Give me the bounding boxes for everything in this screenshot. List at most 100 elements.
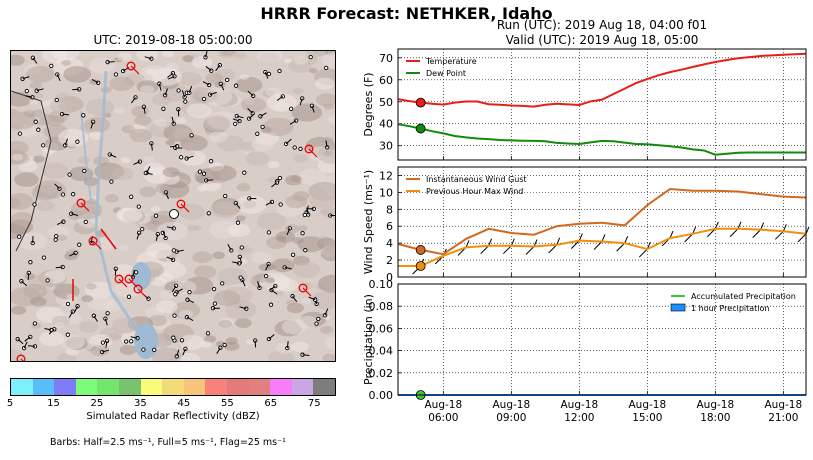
station-marker	[282, 265, 292, 270]
terrain-shading	[162, 51, 175, 58]
station-marker	[15, 337, 24, 345]
terrain-shading	[58, 128, 89, 147]
terrain-shading	[11, 305, 27, 315]
terrain-shading	[292, 237, 304, 245]
terrain-shading	[291, 341, 309, 352]
station-marker	[166, 256, 176, 262]
station-marker	[263, 69, 269, 79]
terrain-shading	[11, 111, 37, 130]
station-marker	[187, 290, 192, 295]
legend-label: Previous Hour Max Wind	[426, 187, 523, 196]
terrain-shading	[235, 195, 267, 214]
station-marker	[133, 159, 143, 165]
terrain-shading	[105, 194, 119, 203]
station-marker	[212, 301, 218, 306]
station-marker	[69, 211, 79, 216]
station-marker	[215, 63, 222, 72]
station-marker	[257, 281, 262, 291]
terrain-shading	[148, 314, 167, 327]
y-tick-label: 0.04	[369, 345, 394, 358]
station-marker	[277, 68, 282, 74]
colorbar-tick-label: 45	[177, 398, 191, 409]
station-marker	[162, 88, 168, 98]
terrain-shading	[301, 297, 312, 304]
terrain-shading	[218, 51, 238, 58]
station-marker	[136, 230, 142, 240]
wind-barb	[593, 234, 606, 250]
wind-barb	[570, 233, 583, 249]
station-marker	[201, 96, 207, 102]
station-marker	[32, 202, 37, 207]
terrain-shading	[29, 81, 42, 89]
terrain-shading	[36, 200, 55, 212]
station-marker	[83, 219, 88, 225]
y-tick-label: 12	[379, 169, 393, 182]
terrain-shading	[39, 331, 65, 347]
station-marker	[91, 78, 101, 85]
station-marker	[263, 273, 269, 279]
station-marker-highlight	[133, 284, 147, 298]
station-marker	[72, 87, 82, 92]
station-marker	[298, 146, 303, 152]
station-marker	[202, 81, 212, 88]
terrain-shading	[213, 290, 241, 307]
station-marker	[171, 283, 179, 293]
wind-barb	[774, 224, 787, 240]
station-marker	[17, 131, 23, 136]
station-marker	[161, 106, 166, 111]
station-marker	[67, 172, 72, 177]
colorbar-tick-label: 65	[264, 398, 278, 409]
terrain-shading	[235, 52, 247, 59]
station-marker	[75, 139, 80, 144]
y-axis-label: Precipitation (in)	[362, 294, 375, 385]
station-marker	[182, 346, 188, 356]
radar-map	[10, 50, 336, 362]
station-marker	[309, 103, 315, 113]
terrain-shading	[26, 65, 55, 83]
colorbar-tick-label: 5	[6, 398, 14, 409]
terrain-shading	[11, 193, 34, 210]
plot-frame	[397, 48, 807, 161]
station-marker	[225, 77, 230, 83]
station-marker	[32, 321, 38, 326]
y-tick-label: 70	[379, 52, 393, 65]
y-tick-label: 6	[386, 220, 393, 233]
terrain-shading	[178, 334, 205, 350]
x-tick-time: 21:00	[768, 412, 798, 424]
station-marker	[300, 231, 305, 236]
chart-panel-2: 0 2 4 6 8 10 12 Wind Speed (ms⁻¹) Instantaneous …	[362, 166, 810, 284]
run-title: Run (UTC): 2019 Aug 18, 04:00 f01 Valid …	[398, 18, 806, 48]
station-marker	[220, 281, 225, 286]
station-marker	[235, 220, 241, 225]
station-marker-highlight	[88, 236, 102, 250]
station-marker	[265, 261, 271, 271]
station-marker	[238, 275, 243, 280]
station-marker	[197, 169, 203, 174]
colorbar-label: Simulated Radar Reflectivity (dBZ)	[86, 411, 260, 422]
station-marker	[167, 71, 176, 78]
station-marker	[141, 104, 147, 114]
terrain-shading	[209, 131, 228, 143]
station-marker	[239, 306, 249, 311]
station-marker	[176, 107, 181, 117]
legend-label: 1 hour Precipitation	[691, 304, 770, 313]
station-marker	[77, 242, 82, 247]
station-marker	[316, 316, 321, 322]
station-marker	[179, 155, 184, 160]
station-marker	[290, 252, 296, 257]
wind-barb-red	[100, 228, 117, 250]
station-marker	[33, 119, 38, 124]
current-value-marker	[415, 97, 426, 108]
station-marker	[258, 112, 267, 119]
station-marker	[163, 190, 169, 200]
terrain-shading	[293, 154, 308, 163]
station-marker	[68, 309, 75, 318]
terrain-shading	[256, 212, 287, 231]
terrain-shading	[23, 283, 48, 299]
terrain-shading	[251, 138, 274, 152]
station-marker	[223, 193, 228, 199]
station-marker	[24, 334, 33, 342]
colorbar-swatch	[118, 379, 141, 395]
terrain-shading	[118, 244, 129, 251]
station-marker	[234, 113, 244, 119]
